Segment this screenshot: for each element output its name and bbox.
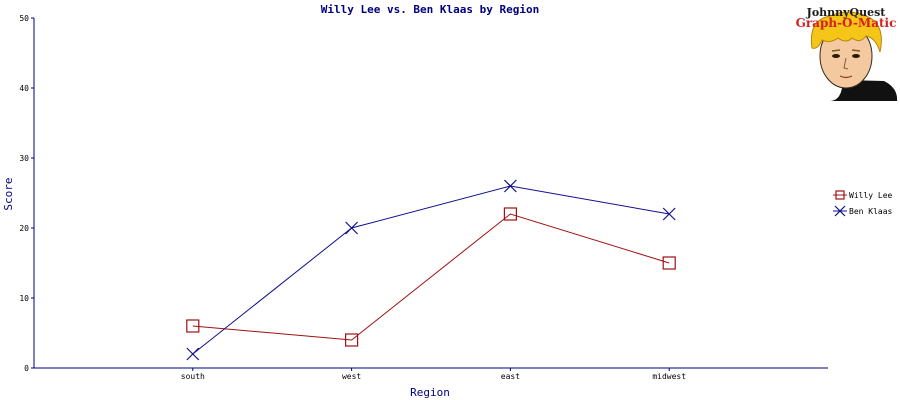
series-1 <box>186 207 676 347</box>
legend-label: Ben Klaas <box>849 207 893 216</box>
logo-title-line2: Graph-O-Matic <box>796 16 897 30</box>
y-tick-label: 50 <box>19 14 29 23</box>
chart-title: Willy Lee vs. Ben Klaas by Region <box>321 3 540 16</box>
x-tick-label: east <box>501 372 520 381</box>
y-tick-label: 20 <box>19 224 29 233</box>
y-axis-label: Score <box>2 177 15 210</box>
legend-marker <box>835 190 845 200</box>
data-point-marker <box>662 207 676 221</box>
legend-item: Ben Klaas <box>833 205 893 217</box>
logo-title-line1: JohnnyQuest <box>806 6 887 19</box>
series-line <box>192 213 670 341</box>
legend-label: Willy Lee <box>849 191 893 200</box>
data-point-marker <box>503 207 517 221</box>
y-tick-label: 10 <box>19 294 29 303</box>
y-tick-label: 30 <box>19 154 29 163</box>
y-axis-ticks: 0 10 20 30 40 50 <box>19 14 34 373</box>
data-point-marker <box>345 333 359 347</box>
legend-marker <box>834 205 846 217</box>
legend-item: Willy Lee <box>833 190 893 200</box>
x-tick-label: south <box>181 372 205 381</box>
logo-face-illustration <box>810 11 898 101</box>
data-point-marker <box>662 256 676 270</box>
data-point-marker <box>186 319 200 333</box>
x-axis-ticks: south west east midwest <box>181 368 686 381</box>
series-line <box>192 185 670 355</box>
legend: Willy Lee Ben Klaas <box>833 190 893 217</box>
data-point-marker <box>186 347 200 361</box>
y-tick-label: 40 <box>19 84 29 93</box>
x-axis-label: Region <box>410 386 450 399</box>
axes <box>33 18 828 369</box>
data-point-marker <box>503 179 517 193</box>
x-tick-label: west <box>342 372 361 381</box>
johnny-quest-logo: JohnnyQuest Graph-O-Matic <box>796 6 898 101</box>
data-point-marker <box>345 221 359 235</box>
series-layer <box>186 179 676 361</box>
y-tick-label: 0 <box>24 364 29 373</box>
x-tick-label: midwest <box>652 372 686 381</box>
series-2 <box>186 179 676 361</box>
